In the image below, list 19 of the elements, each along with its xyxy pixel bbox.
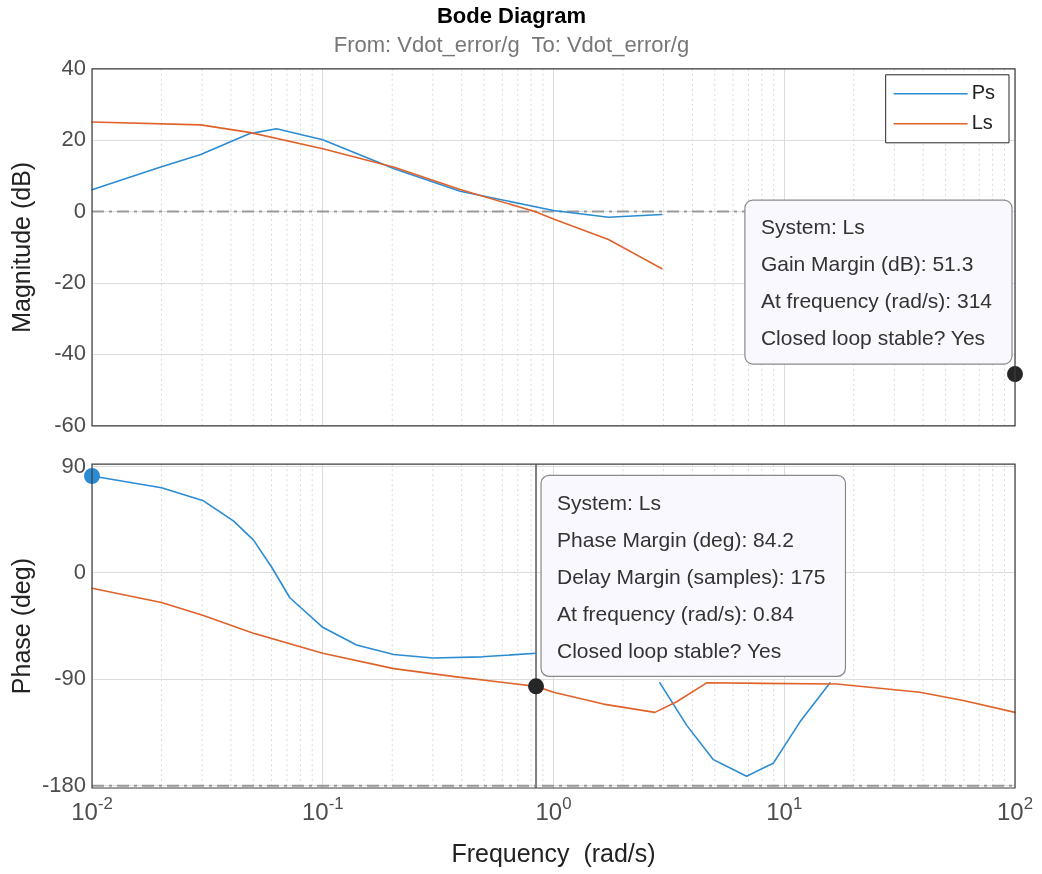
- chart-title: Bode Diagram: [436, 3, 587, 29]
- y-tick-label: -180: [41, 771, 86, 797]
- y-tick-label: -60: [54, 411, 86, 437]
- chart-subtitle: From: Vdot_error/g To: Vdot_error/g: [333, 31, 690, 57]
- y-tick-label: 40: [61, 54, 86, 80]
- legend-label: Ls: [971, 111, 993, 134]
- annotation: System: Ls Gain Margin (dB): 51.3 At frequency (rad/s): 314 Closed loop stable? Yes: [760, 215, 993, 350]
- y-tick-label: 90: [61, 452, 86, 478]
- y-tick-label: -40: [54, 340, 86, 366]
- y-axis-title: Magnitude (dB): [6, 161, 35, 333]
- y-tick-label: 0: [73, 197, 86, 223]
- y-axis-title: Phase (deg): [6, 558, 35, 695]
- y-tick-label: -90: [54, 665, 86, 691]
- legend-label: Ps: [971, 81, 995, 104]
- y-tick-label: 20: [61, 126, 86, 152]
- y-tick-label: -20: [54, 269, 86, 295]
- annotation: System: Ls Phase Margin (deg): 84.2 Delay Margin (samples): 175 At frequency (rad/s): 0.84 Closed loop stable? Yes: [557, 490, 826, 662]
- y-tick-label: 0: [73, 558, 86, 584]
- x-axis-title: Frequency (rad/s): [451, 838, 656, 867]
